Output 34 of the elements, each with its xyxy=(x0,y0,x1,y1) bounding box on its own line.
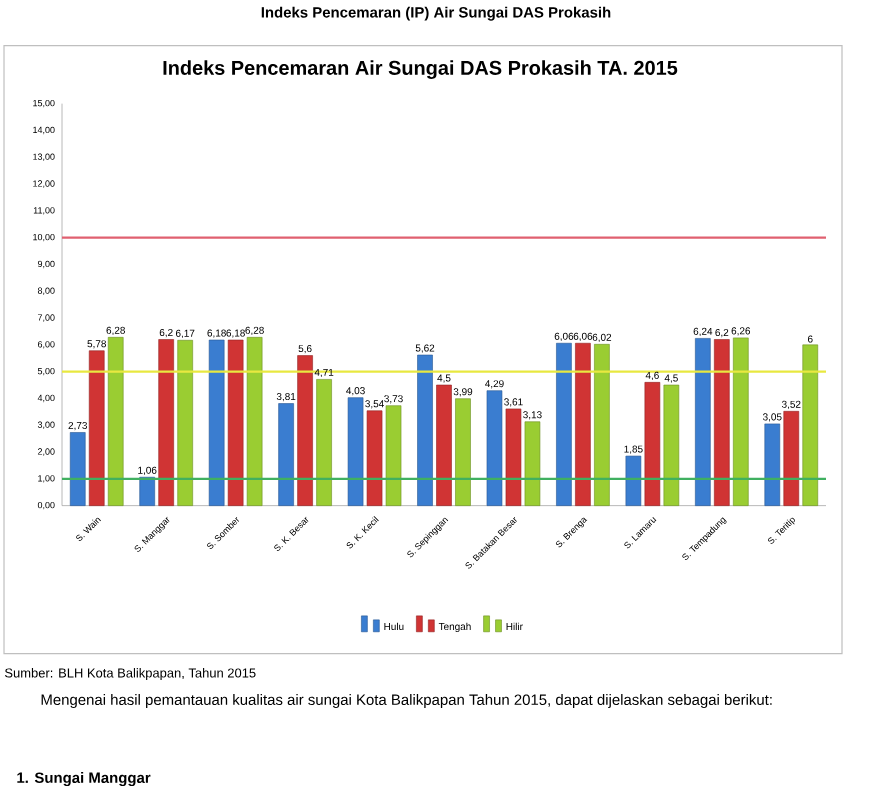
bar xyxy=(486,390,503,507)
chart-subtitle: Indeks Pencemaran Air Sungai DAS Prokasih TA. 2015 xyxy=(163,60,678,80)
bar xyxy=(177,340,193,507)
bar xyxy=(455,398,471,507)
bar xyxy=(347,397,364,507)
bar xyxy=(575,343,591,507)
bar xyxy=(783,411,800,507)
bar xyxy=(663,384,680,507)
bar xyxy=(278,403,294,507)
bar xyxy=(802,344,819,507)
bar xyxy=(644,382,661,507)
bar xyxy=(385,405,402,507)
bar xyxy=(695,338,711,507)
bar xyxy=(625,455,642,507)
bar xyxy=(139,477,155,507)
bar xyxy=(556,343,572,507)
bar xyxy=(733,337,749,507)
bar xyxy=(594,344,610,507)
bar xyxy=(505,408,522,507)
bar xyxy=(436,384,452,507)
bar xyxy=(246,337,263,507)
bar xyxy=(417,354,433,507)
bar xyxy=(524,421,541,507)
bar xyxy=(208,339,225,507)
bar xyxy=(316,379,332,507)
bar xyxy=(366,410,383,507)
bar xyxy=(158,339,174,507)
bar xyxy=(764,423,781,507)
bar xyxy=(297,355,313,507)
bar xyxy=(227,339,244,507)
bar xyxy=(69,432,86,507)
bar xyxy=(107,337,124,507)
bar xyxy=(714,339,730,507)
bar xyxy=(88,350,105,507)
